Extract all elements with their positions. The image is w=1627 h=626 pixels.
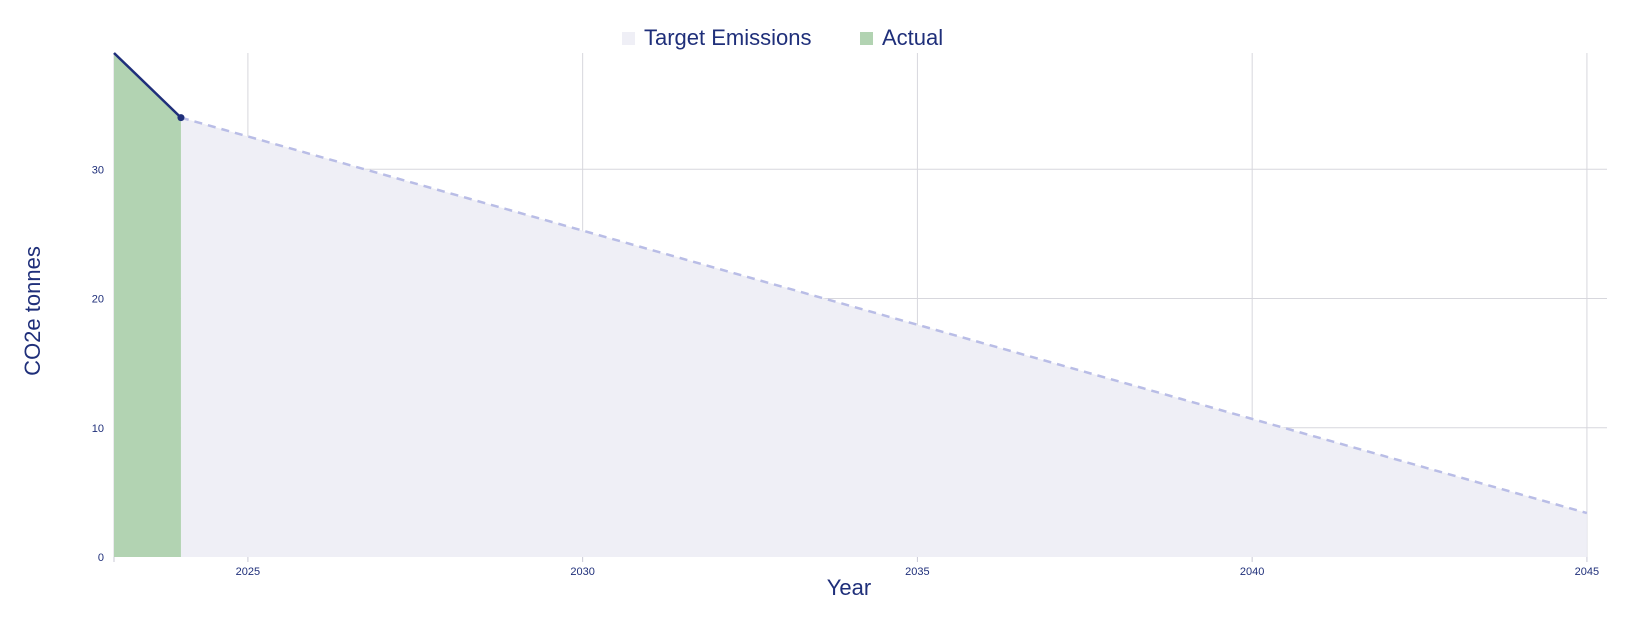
- x-tick-label-2030: 2030: [570, 566, 594, 578]
- x-tick-label-2040: 2040: [1240, 566, 1264, 578]
- y-axis-title: CO2e tonnes: [20, 246, 45, 376]
- x-tick-label-2035: 2035: [905, 566, 929, 578]
- legend-swatch-actual: [860, 32, 873, 45]
- x-tick-label-2025: 2025: [236, 566, 260, 578]
- actual-area: [114, 53, 181, 557]
- actual-line: [113, 52, 182, 119]
- areas: [114, 53, 1587, 557]
- y-tick-label-0: 0: [98, 552, 104, 564]
- y-tick-label-30: 30: [92, 164, 104, 176]
- actual-end-point: [177, 114, 185, 122]
- target-emissions-line: [180, 116, 1588, 515]
- target-emissions-area: [180, 117, 1587, 557]
- y-tick-label-10: 10: [92, 423, 104, 435]
- legend-swatch-target-emissions: [622, 32, 635, 45]
- x-tick-label-2045: 2045: [1575, 566, 1599, 578]
- legend: Target Emissions Actual: [622, 25, 943, 50]
- lines: [113, 52, 1588, 515]
- legend-label-actual: Actual: [882, 25, 943, 50]
- x-axis-title: Year: [827, 575, 871, 600]
- y-tick-label-20: 20: [92, 294, 104, 306]
- legend-label-target-emissions: Target Emissions: [644, 25, 812, 50]
